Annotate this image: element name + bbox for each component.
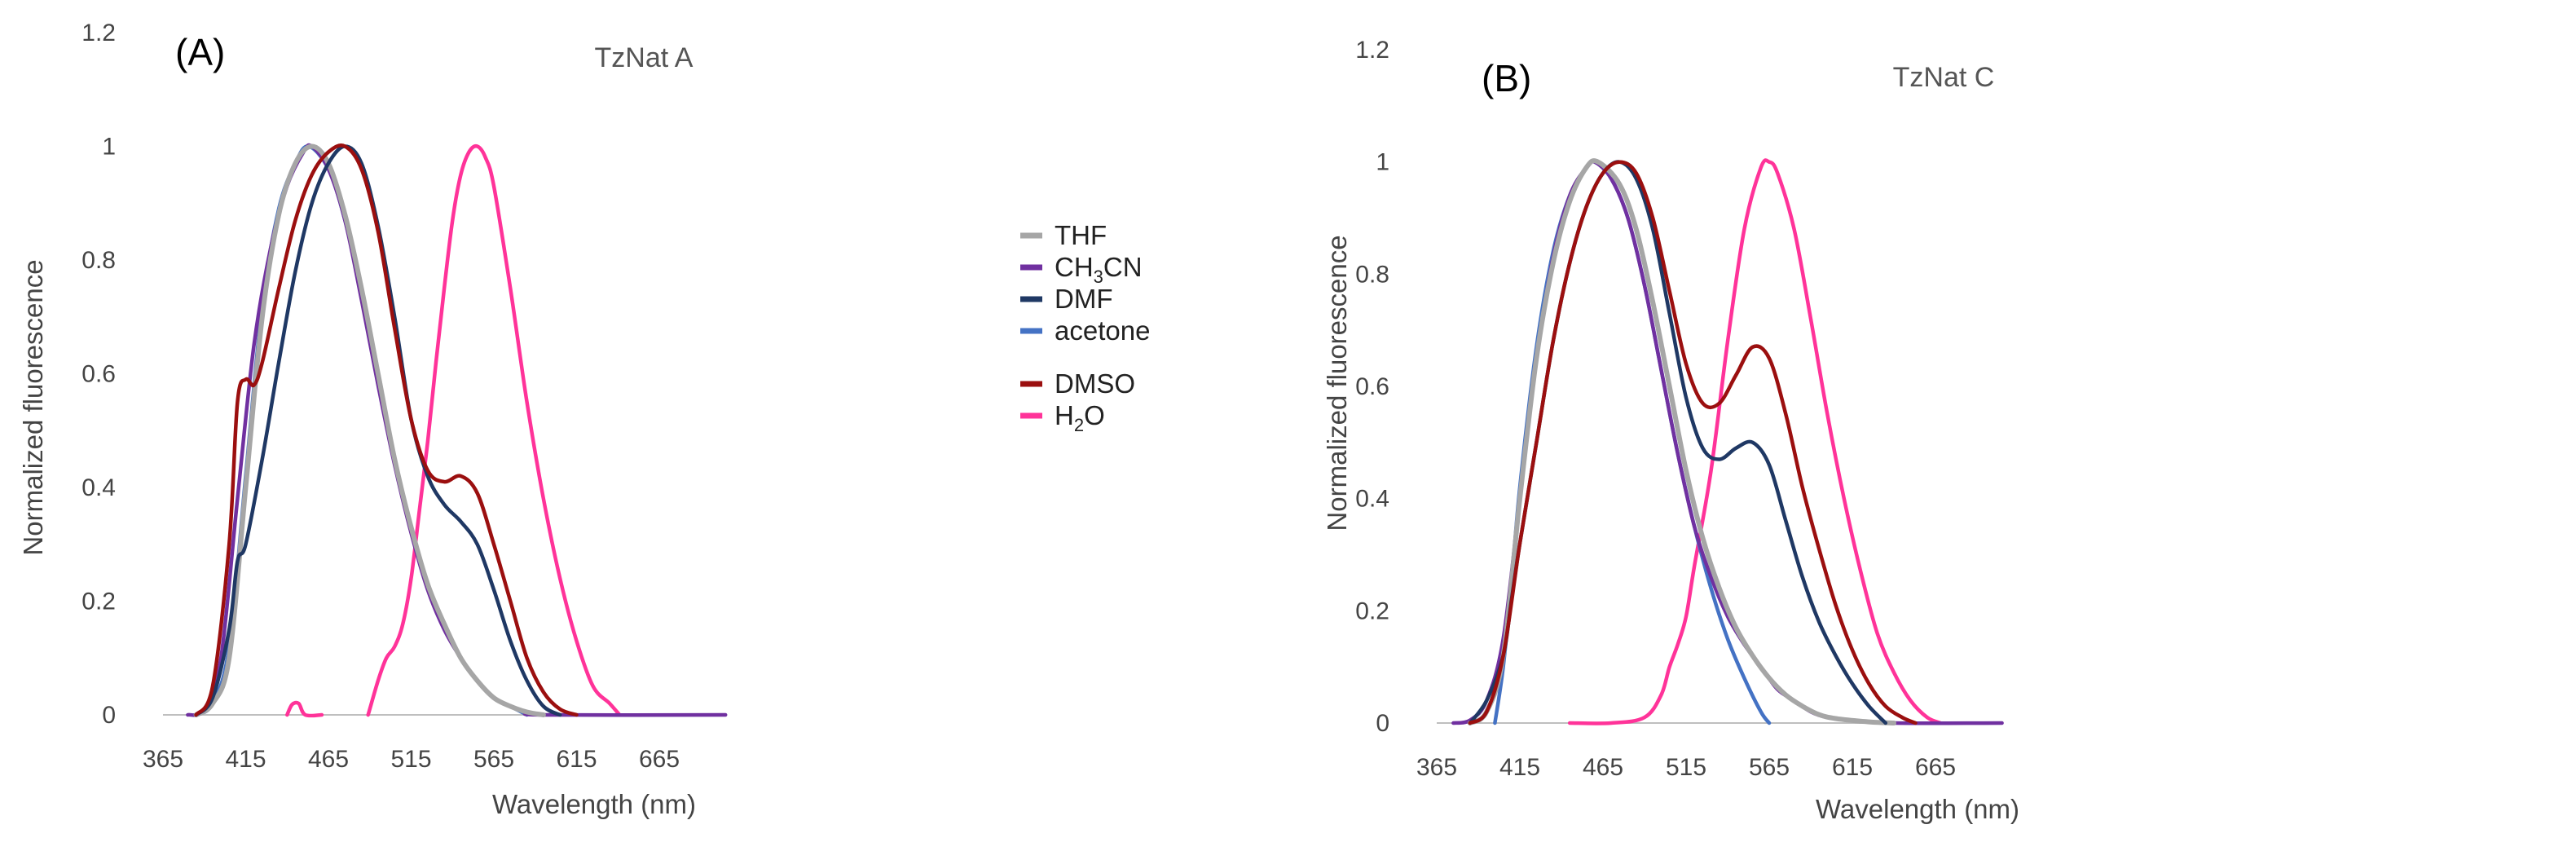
panel-a-series-dmso — [194, 143, 579, 717]
panel-b-series-thf — [1467, 158, 1896, 725]
panel-b: 365 415 465 515 565 615 665 0 0.2 0.4 0.6 0.8 1 1.2 (… — [1322, 37, 2019, 824]
panel-a-series-dmf — [194, 144, 562, 717]
panel-a-series-h2o-blip — [285, 700, 324, 718]
panel-a-ylabel: Normalized fluorescence — [18, 259, 48, 555]
panel-b-y-tick-label: 0 — [1376, 710, 1389, 737]
panel-b-ylabel: Normalized fluorescence — [1322, 235, 1352, 531]
panel-a-x-tick-label: 515 — [390, 746, 431, 773]
panel-b-x-tick-label: 665 — [1915, 754, 1956, 781]
panel-a-y-tick-label: 0.8 — [81, 247, 116, 274]
panel-b-y-tick-label: 1 — [1376, 149, 1389, 176]
panel-b-labels: (B) TzNat C Wavelength (nm) Normalized f… — [1322, 57, 2019, 824]
panel-b-x-tick-label: 565 — [1749, 754, 1790, 781]
legend-label-dmf: DMF — [1055, 284, 1112, 314]
panel-a-x-tick-label: 415 — [225, 746, 266, 773]
panel-b-xlabel: Wavelength (nm) — [1816, 794, 2019, 824]
panel-a: 365 415 465 515 565 615 665 0 0.2 0.4 0.6 0.8 1 1.2 (… — [18, 20, 728, 819]
panel-a-x-tick-label: 365 — [143, 746, 183, 773]
panel-b-y-tick-label: 1.2 — [1355, 37, 1389, 64]
panel-a-x-tick-label: 665 — [639, 746, 680, 773]
legend-label-dmso: DMSO — [1055, 368, 1135, 399]
panel-b-x-tick-label: 465 — [1583, 754, 1623, 781]
panel-a-axes: 365 415 465 515 565 615 665 0 0.2 0.4 0.6 0.8 1 1.2 — [81, 20, 726, 773]
panel-b-axes: 365 415 465 515 565 615 665 0 0.2 0.4 0.6 0.8 1 1.2 — [1355, 37, 2002, 781]
panel-b-series-h2o — [1567, 158, 1943, 725]
panel-a-title: TzNat A — [595, 42, 694, 73]
panel-b-y-tick-label: 0.2 — [1355, 597, 1389, 624]
panel-b-x-tick-label: 515 — [1666, 754, 1706, 781]
panel-a-y-tick-label: 1.2 — [81, 20, 116, 46]
panel-a-y-tick-label: 0.2 — [81, 589, 116, 615]
panel-b-y-tick-label: 0.4 — [1355, 486, 1389, 513]
panel-b-x-tick-label: 615 — [1832, 754, 1873, 781]
panel-a-labels: (A) TzNat A Wavelength (nm) Normalized f… — [18, 31, 696, 819]
panel-b-x-tick-label: 415 — [1499, 754, 1540, 781]
legend-label-acetone: acetone — [1055, 315, 1150, 346]
panel-b-label: (B) — [1482, 57, 1531, 99]
panel-b-y-tick-label: 0.6 — [1355, 373, 1389, 400]
panel-b-x-tick-label: 365 — [1416, 754, 1457, 781]
legend-label-thf: THF — [1055, 220, 1107, 250]
panel-a-x-tick-label: 565 — [473, 746, 514, 773]
panel-b-title: TzNat C — [1893, 62, 1995, 93]
panel-a-xlabel: Wavelength (nm) — [492, 789, 696, 819]
legend-label-h2o: H2O — [1055, 400, 1105, 435]
panel-a-series-h2o — [366, 143, 622, 717]
panel-a-label: (A) — [175, 31, 225, 73]
panel-a-x-tick-label: 465 — [308, 746, 349, 773]
panel-a-series-thf — [193, 143, 546, 717]
panel-b-y-tick-label: 0.8 — [1355, 261, 1389, 288]
panel-a-curves — [186, 143, 728, 718]
panel-b-series-dmso — [1468, 160, 1918, 725]
legend-label-ch3cn: CH3CN — [1055, 252, 1143, 287]
panel-a-y-tick-label: 0.6 — [81, 361, 116, 388]
panel-a-y-tick-label: 1 — [102, 134, 116, 161]
panel-b-curves — [1451, 158, 2004, 725]
panel-a-x-tick-label: 615 — [556, 746, 597, 773]
panel-a-y-tick-label: 0 — [102, 702, 116, 729]
panel-a-y-tick-label: 0.4 — [81, 474, 116, 501]
